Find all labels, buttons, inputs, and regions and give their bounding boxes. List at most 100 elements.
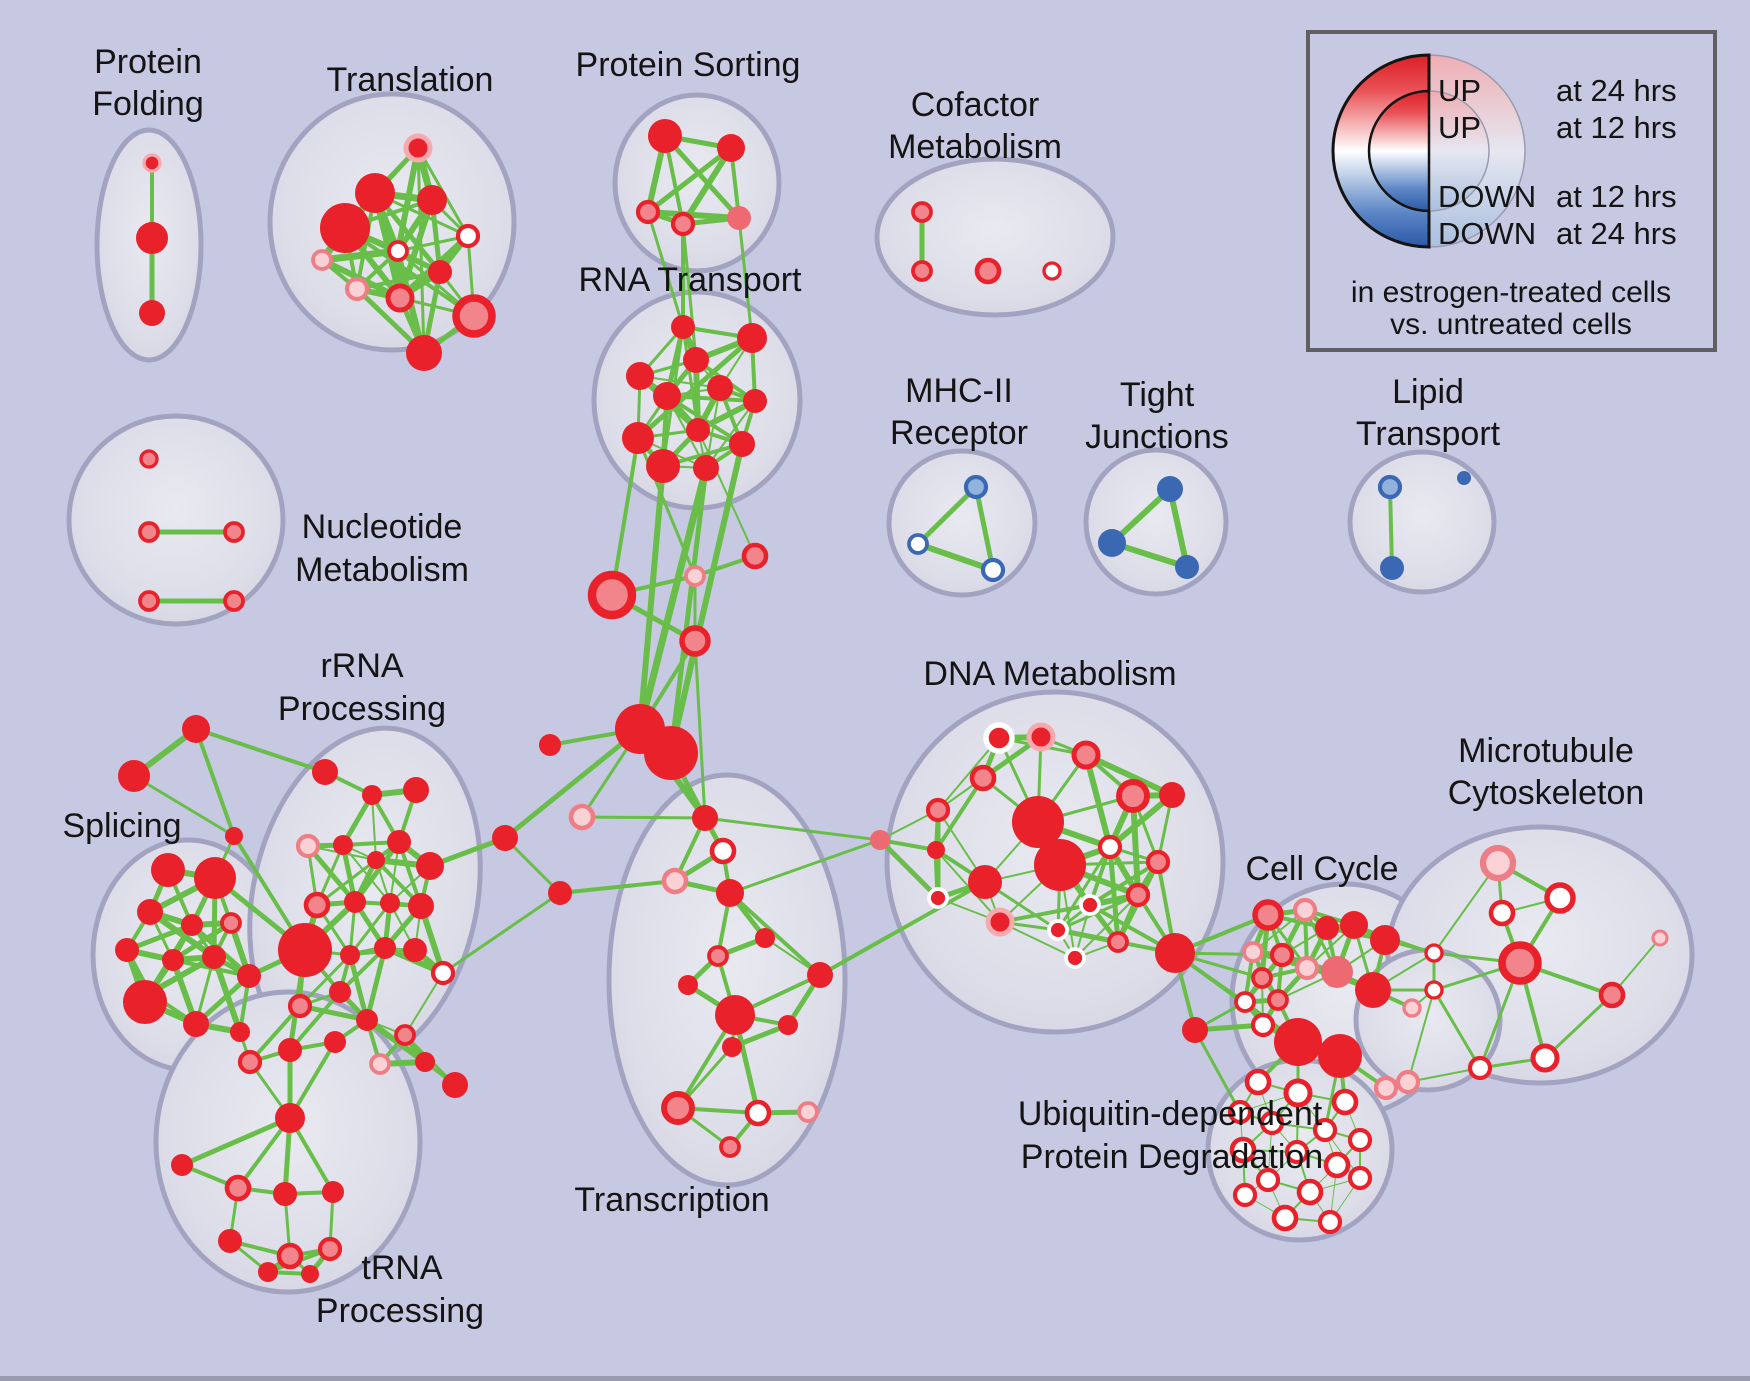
- gene-node-cofactor-metabolism-2[interactable]: [974, 257, 1002, 285]
- gene-node-transcription-3[interactable]: [716, 879, 744, 907]
- gene-node-rrna-processing-3[interactable]: [295, 833, 321, 859]
- gene-node-rrna-processing-22[interactable]: [415, 1052, 435, 1072]
- gene-node-microtubule-cytoskeleton-7[interactable]: [1530, 1043, 1560, 1073]
- gene-node-cell-cycle-11[interactable]: [1234, 991, 1256, 1013]
- gene-node-tight-junctions-1[interactable]: [1098, 529, 1126, 557]
- gene-node-ubiquitin-degradation-8[interactable]: [1284, 1139, 1310, 1165]
- gene-node-translation-0[interactable]: [403, 133, 433, 163]
- gene-node-hub-6[interactable]: [539, 734, 561, 756]
- gene-node-cell-cycle-2[interactable]: [1315, 916, 1339, 940]
- gene-node-ubiquitin-degradation-5[interactable]: [1312, 1117, 1338, 1143]
- gene-node-cell-cycle-10[interactable]: [1355, 972, 1391, 1008]
- gene-node-rrna-processing-21[interactable]: [369, 1053, 391, 1075]
- gene-node-cell-cycle-18[interactable]: [1182, 1017, 1208, 1043]
- gene-node-lipid-transport-1[interactable]: [1380, 556, 1404, 580]
- gene-node-trna-processing-5[interactable]: [224, 1174, 252, 1202]
- gene-node-bridge-1[interactable]: [118, 760, 150, 792]
- gene-node-cell-cycle-3[interactable]: [1340, 911, 1368, 939]
- gene-node-transcription-14[interactable]: [719, 1136, 741, 1158]
- gene-node-dna-metabolism-3[interactable]: [1071, 740, 1101, 770]
- gene-node-rrna-processing-13[interactable]: [340, 945, 360, 965]
- gene-node-translation-4[interactable]: [387, 240, 409, 262]
- gene-node-transcription-7[interactable]: [715, 995, 755, 1035]
- gene-node-ubiquitin-degradation-11[interactable]: [1347, 1165, 1373, 1191]
- gene-node-ubiquitin-degradation-10[interactable]: [1255, 1167, 1281, 1193]
- gene-node-dna-metabolism-10[interactable]: [968, 865, 1002, 899]
- gene-node-splicing-2[interactable]: [137, 899, 163, 925]
- gene-node-translation-11[interactable]: [406, 335, 442, 371]
- gene-node-microtubule-cytoskeleton-9[interactable]: [1651, 929, 1669, 947]
- gene-node-ubiquitin-degradation-6[interactable]: [1347, 1127, 1373, 1153]
- gene-node-lipid-transport-0[interactable]: [1377, 474, 1403, 500]
- gene-node-dna-metabolism-21[interactable]: [1155, 933, 1195, 973]
- gene-node-microtubule-cytoskeleton-8[interactable]: [1467, 1055, 1493, 1081]
- gene-node-microtubule-cytoskeleton-10[interactable]: [1395, 1069, 1421, 1095]
- gene-node-rna-transport-9[interactable]: [646, 449, 680, 483]
- gene-node-cell-cycle-12[interactable]: [1267, 989, 1289, 1011]
- gene-node-rna-transport-7[interactable]: [686, 418, 710, 442]
- gene-node-splicing-3[interactable]: [181, 914, 203, 936]
- gene-node-ubiquitin-degradation-9[interactable]: [1323, 1151, 1351, 1179]
- gene-node-trna-processing-11[interactable]: [258, 1262, 278, 1282]
- gene-node-dna-metabolism-17[interactable]: [1125, 882, 1151, 908]
- gene-node-protein-sorting-0[interactable]: [648, 119, 682, 153]
- gene-node-transcription-0[interactable]: [692, 805, 718, 831]
- gene-node-rrna-processing-4[interactable]: [333, 835, 353, 855]
- gene-node-rna-transport-3[interactable]: [626, 362, 654, 390]
- gene-node-translation-5[interactable]: [455, 223, 481, 249]
- gene-node-rrna-processing-10[interactable]: [380, 893, 400, 913]
- gene-node-transcription-1[interactable]: [709, 837, 737, 865]
- gene-node-cell-cycle-14[interactable]: [1274, 1018, 1322, 1066]
- gene-node-rrna-processing-18[interactable]: [287, 993, 313, 1019]
- gene-node-bridge-2[interactable]: [225, 827, 243, 845]
- gene-node-rna-transport-4[interactable]: [653, 382, 681, 410]
- gene-node-hub-3[interactable]: [679, 625, 711, 657]
- gene-node-rrna-processing-15[interactable]: [403, 938, 427, 962]
- gene-node-trna-processing-10[interactable]: [317, 1236, 343, 1262]
- gene-node-cell-cycle-7[interactable]: [1294, 955, 1320, 981]
- gene-node-cell-cycle-13[interactable]: [1250, 1012, 1276, 1038]
- gene-node-ubiquitin-degradation-3[interactable]: [1227, 1099, 1253, 1125]
- gene-node-cell-cycle-5[interactable]: [1242, 941, 1264, 963]
- gene-node-protein-folding-1[interactable]: [136, 222, 168, 254]
- gene-node-ubiquitin-degradation-1[interactable]: [1283, 1078, 1313, 1108]
- gene-node-rna-transport-5[interactable]: [707, 375, 733, 401]
- gene-node-protein-sorting-4[interactable]: [727, 206, 751, 230]
- gene-node-rrna-processing-9[interactable]: [344, 891, 366, 913]
- gene-node-mhc-ii-receptor-0[interactable]: [963, 474, 989, 500]
- gene-node-protein-folding-2[interactable]: [139, 300, 165, 326]
- gene-node-dna-metabolism-1[interactable]: [983, 722, 1015, 754]
- gene-node-rrna-processing-23[interactable]: [442, 1072, 468, 1098]
- gene-node-nucleotide-metabolism-0[interactable]: [139, 449, 159, 469]
- gene-node-trna-processing-6[interactable]: [273, 1182, 297, 1206]
- gene-node-lipid-transport-2[interactable]: [1457, 471, 1471, 485]
- gene-node-dna-metabolism-13[interactable]: [1145, 849, 1171, 875]
- gene-node-rna-transport-10[interactable]: [693, 455, 719, 481]
- gene-node-ubiquitin-degradation-4[interactable]: [1259, 1110, 1285, 1136]
- gene-node-dna-metabolism-16[interactable]: [1079, 894, 1101, 916]
- gene-node-mhc-ii-receptor-2[interactable]: [980, 557, 1006, 583]
- gene-node-splicing-7[interactable]: [202, 945, 226, 969]
- gene-node-transcription-4[interactable]: [755, 928, 775, 948]
- gene-node-transcription-5[interactable]: [707, 945, 729, 967]
- gene-node-tight-junctions-2[interactable]: [1175, 555, 1199, 579]
- gene-node-trna-processing-4[interactable]: [171, 1154, 193, 1176]
- gene-node-trna-processing-2[interactable]: [324, 1031, 346, 1053]
- gene-node-transcription-6[interactable]: [678, 975, 698, 995]
- gene-node-rrna-processing-12[interactable]: [278, 923, 332, 977]
- gene-node-rrna-processing-11[interactable]: [408, 893, 434, 919]
- gene-node-ubiquitin-degradation-14[interactable]: [1271, 1204, 1299, 1232]
- gene-node-translation-9[interactable]: [385, 283, 415, 313]
- gene-node-bridge-0[interactable]: [182, 715, 210, 743]
- gene-node-nucleotide-metabolism-4[interactable]: [223, 590, 245, 612]
- gene-node-translation-3[interactable]: [320, 203, 370, 253]
- gene-node-ubiquitin-degradation-12[interactable]: [1232, 1182, 1258, 1208]
- gene-node-cell-cycle-1[interactable]: [1292, 897, 1318, 923]
- gene-node-splicing-0[interactable]: [151, 853, 185, 887]
- gene-node-cofactor-metabolism-3[interactable]: [1042, 261, 1062, 281]
- gene-node-cell-cycle-15[interactable]: [1318, 1034, 1362, 1078]
- gene-node-cell-cycle-6[interactable]: [1269, 942, 1295, 968]
- gene-node-translation-7[interactable]: [311, 249, 333, 271]
- gene-node-transcription-13[interactable]: [797, 1101, 819, 1123]
- gene-node-microtubule-cytoskeleton-0[interactable]: [1479, 844, 1517, 882]
